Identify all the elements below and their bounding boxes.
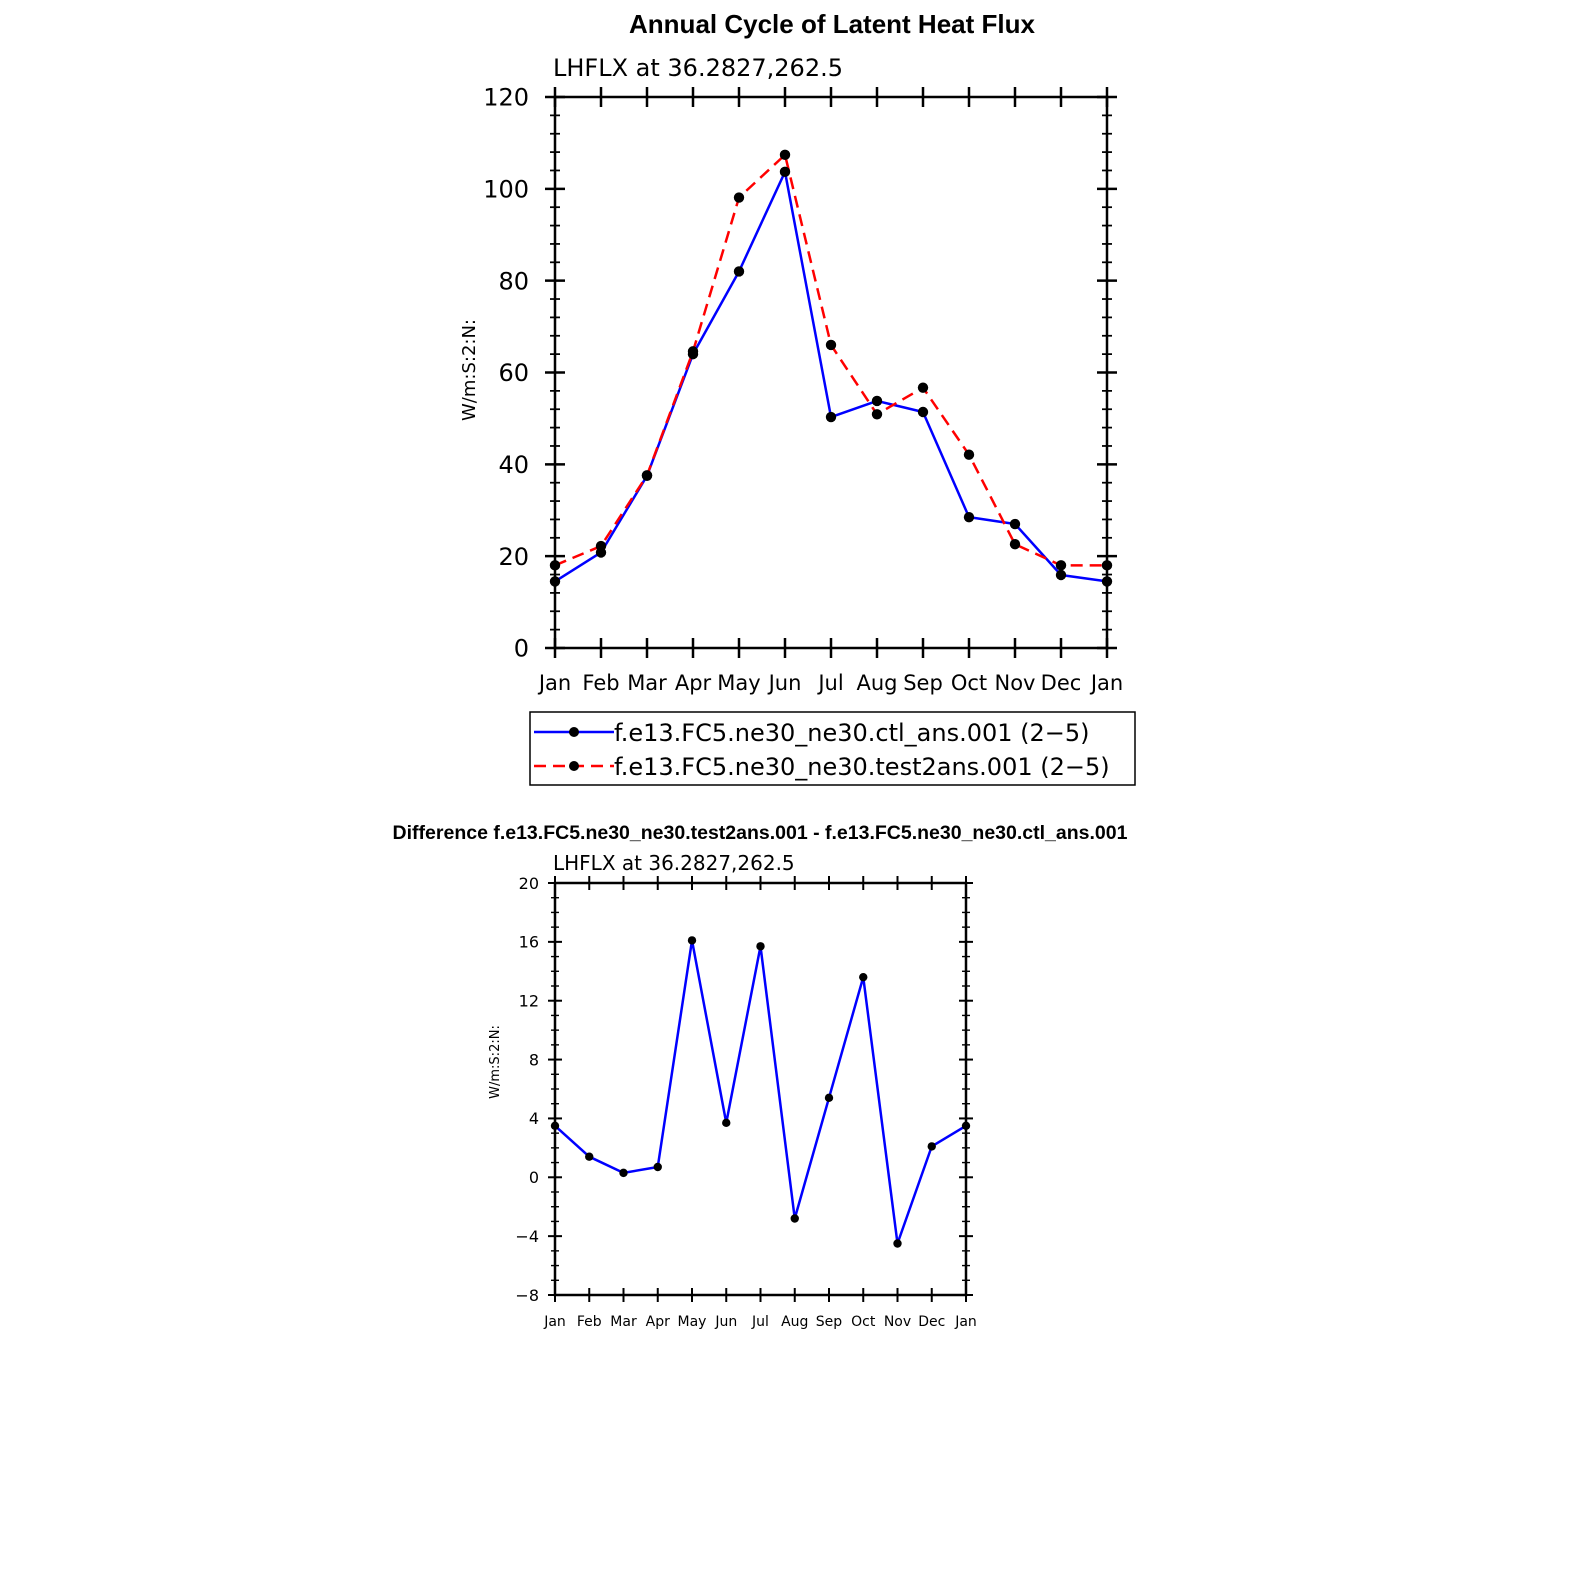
data-point-s0-10	[1009, 518, 1021, 530]
y-tick-label: 20	[498, 543, 529, 571]
x-tick-label: Nov	[884, 1314, 911, 1330]
x-tick-label: Jan	[954, 1314, 977, 1330]
data-point-s0-11	[1055, 569, 1067, 581]
data-point-s1-7	[871, 409, 883, 420]
x-tick-label: Oct	[851, 1314, 876, 1330]
data-point-s0-9	[963, 511, 975, 523]
y-tick-label: 120	[483, 84, 529, 112]
x-tick-label: Sep	[903, 671, 943, 695]
x-tick-label: Jun	[714, 1314, 737, 1330]
data-point-s0-8	[824, 1093, 834, 1103]
data-point-s0-10	[893, 1239, 902, 1248]
x-tick-label: May	[717, 671, 760, 695]
data-point-s1-1	[595, 540, 607, 552]
data-point-s0-0	[550, 1121, 560, 1130]
y-tick-label: 80	[498, 267, 529, 295]
y-tick-label: 0	[514, 635, 529, 663]
legend-marker-test	[569, 761, 579, 771]
y-tick-label: 20	[519, 874, 539, 893]
data-point-s0-5	[779, 166, 791, 178]
y-tick-label: −4	[515, 1227, 539, 1246]
data-point-s1-0	[549, 560, 561, 571]
data-point-s0-12	[1101, 576, 1113, 587]
data-point-s1-11	[1055, 560, 1067, 571]
data-point-s1-5	[779, 149, 791, 161]
x-tick-label: Sep	[816, 1314, 843, 1330]
data-point-s0-9	[859, 972, 868, 982]
legend-label-test: f.e13.FC5.ne30_ne30.test2ans.001 (2−5)	[614, 753, 1110, 781]
y-tick-label: 8	[529, 1050, 539, 1069]
x-tick-label: Dec	[918, 1314, 945, 1330]
y-tick-label: 100	[483, 175, 529, 203]
y-tick-label: 60	[498, 359, 529, 387]
chart-subtitle: LHFLX at 36.2827,262.5	[553, 54, 843, 82]
legend-label-ctl: f.e13.FC5.ne30_ne30.ctl_ans.001 (2−5)	[614, 719, 1090, 747]
data-point-s0-7	[790, 1214, 799, 1223]
data-point-s0-2	[619, 1168, 628, 1178]
data-point-s1-12	[1101, 560, 1113, 571]
x-tick-label: Oct	[951, 671, 987, 695]
data-point-s0-0	[549, 576, 561, 587]
data-point-s1-4	[733, 192, 745, 203]
x-tick-label: Jun	[767, 671, 802, 695]
x-tick-label: Jan	[1089, 671, 1123, 695]
x-tick-label: Apr	[646, 1314, 670, 1330]
series-line-0	[554, 939, 967, 1245]
data-point-s0-12	[961, 1121, 971, 1130]
x-tick-label: Aug	[781, 1314, 808, 1330]
data-point-s1-3	[687, 346, 699, 357]
data-point-s0-3	[653, 1162, 662, 1172]
x-tick-label: Mar	[610, 1314, 637, 1330]
data-point-s0-8	[917, 406, 929, 418]
data-point-s0-6	[756, 942, 765, 951]
y-axis-label: W/m:S:2:N:	[459, 319, 480, 421]
x-tick-label: Jul	[751, 1314, 769, 1330]
x-tick-label: Jan	[537, 671, 571, 695]
y-tick-label: −8	[515, 1286, 539, 1305]
difference-y-axis-label: W/m:S:2:N:	[488, 1025, 503, 1099]
x-tick-label: Nov	[995, 671, 1036, 695]
data-point-s0-5	[722, 1118, 731, 1128]
y-tick-label: 4	[529, 1109, 539, 1128]
difference-chart-subtitle: LHFLX at 36.2827,262.5	[553, 851, 795, 875]
x-tick-label: Feb	[577, 1314, 602, 1330]
data-point-s0-7	[871, 395, 883, 407]
y-tick-label: 16	[519, 933, 539, 952]
plot-frame	[553, 95, 1109, 650]
y-tick-label: 12	[519, 991, 539, 1010]
x-tick-label: Apr	[675, 671, 712, 695]
data-point-s1-10	[1009, 539, 1021, 550]
data-point-s0-4	[687, 936, 697, 945]
legend-box	[529, 711, 1136, 786]
x-tick-label: Aug	[856, 671, 897, 695]
data-point-s0-6	[825, 411, 837, 423]
x-tick-label: Jul	[816, 671, 843, 695]
series-line-1	[554, 153, 1107, 567]
data-point-s1-9	[963, 449, 975, 460]
data-point-s0-4	[733, 266, 745, 277]
data-point-s1-8	[917, 382, 929, 393]
difference-chart-title: Difference f.e13.FC5.ne30_ne30.test2ans.…	[393, 822, 1128, 844]
legend: f.e13.FC5.ne30_ne30.ctl_ans.001 (2−5) f.…	[529, 711, 1136, 786]
data-point-s0-11	[927, 1142, 936, 1151]
data-point-s1-2	[641, 470, 653, 481]
legend-marker-ctl	[569, 727, 579, 737]
x-tick-label: Dec	[1041, 671, 1082, 695]
data-point-s0-1	[585, 1152, 594, 1161]
difference-plot: −8 −4 0 4 8 12 16 20 Jan Feb Mar Apr May Jun Jul Aug Sep…	[515, 874, 976, 1330]
x-tick-label: May	[678, 1314, 707, 1330]
y-tick-label: 0	[529, 1168, 539, 1187]
x-tick-label: Feb	[582, 671, 619, 695]
series-line-0	[554, 170, 1108, 583]
x-tick-label: Jan	[543, 1314, 566, 1330]
data-point-s1-6	[825, 339, 837, 351]
annual-cycle-plot: 0 20 40 60 80 100 120 Jan Feb Mar Apr May Jun Jul Aug S…	[483, 84, 1123, 695]
x-tick-label: Mar	[627, 671, 667, 695]
chart-title: Annual Cycle of Latent Heat Flux	[629, 9, 1035, 39]
y-tick-label: 40	[498, 451, 529, 479]
